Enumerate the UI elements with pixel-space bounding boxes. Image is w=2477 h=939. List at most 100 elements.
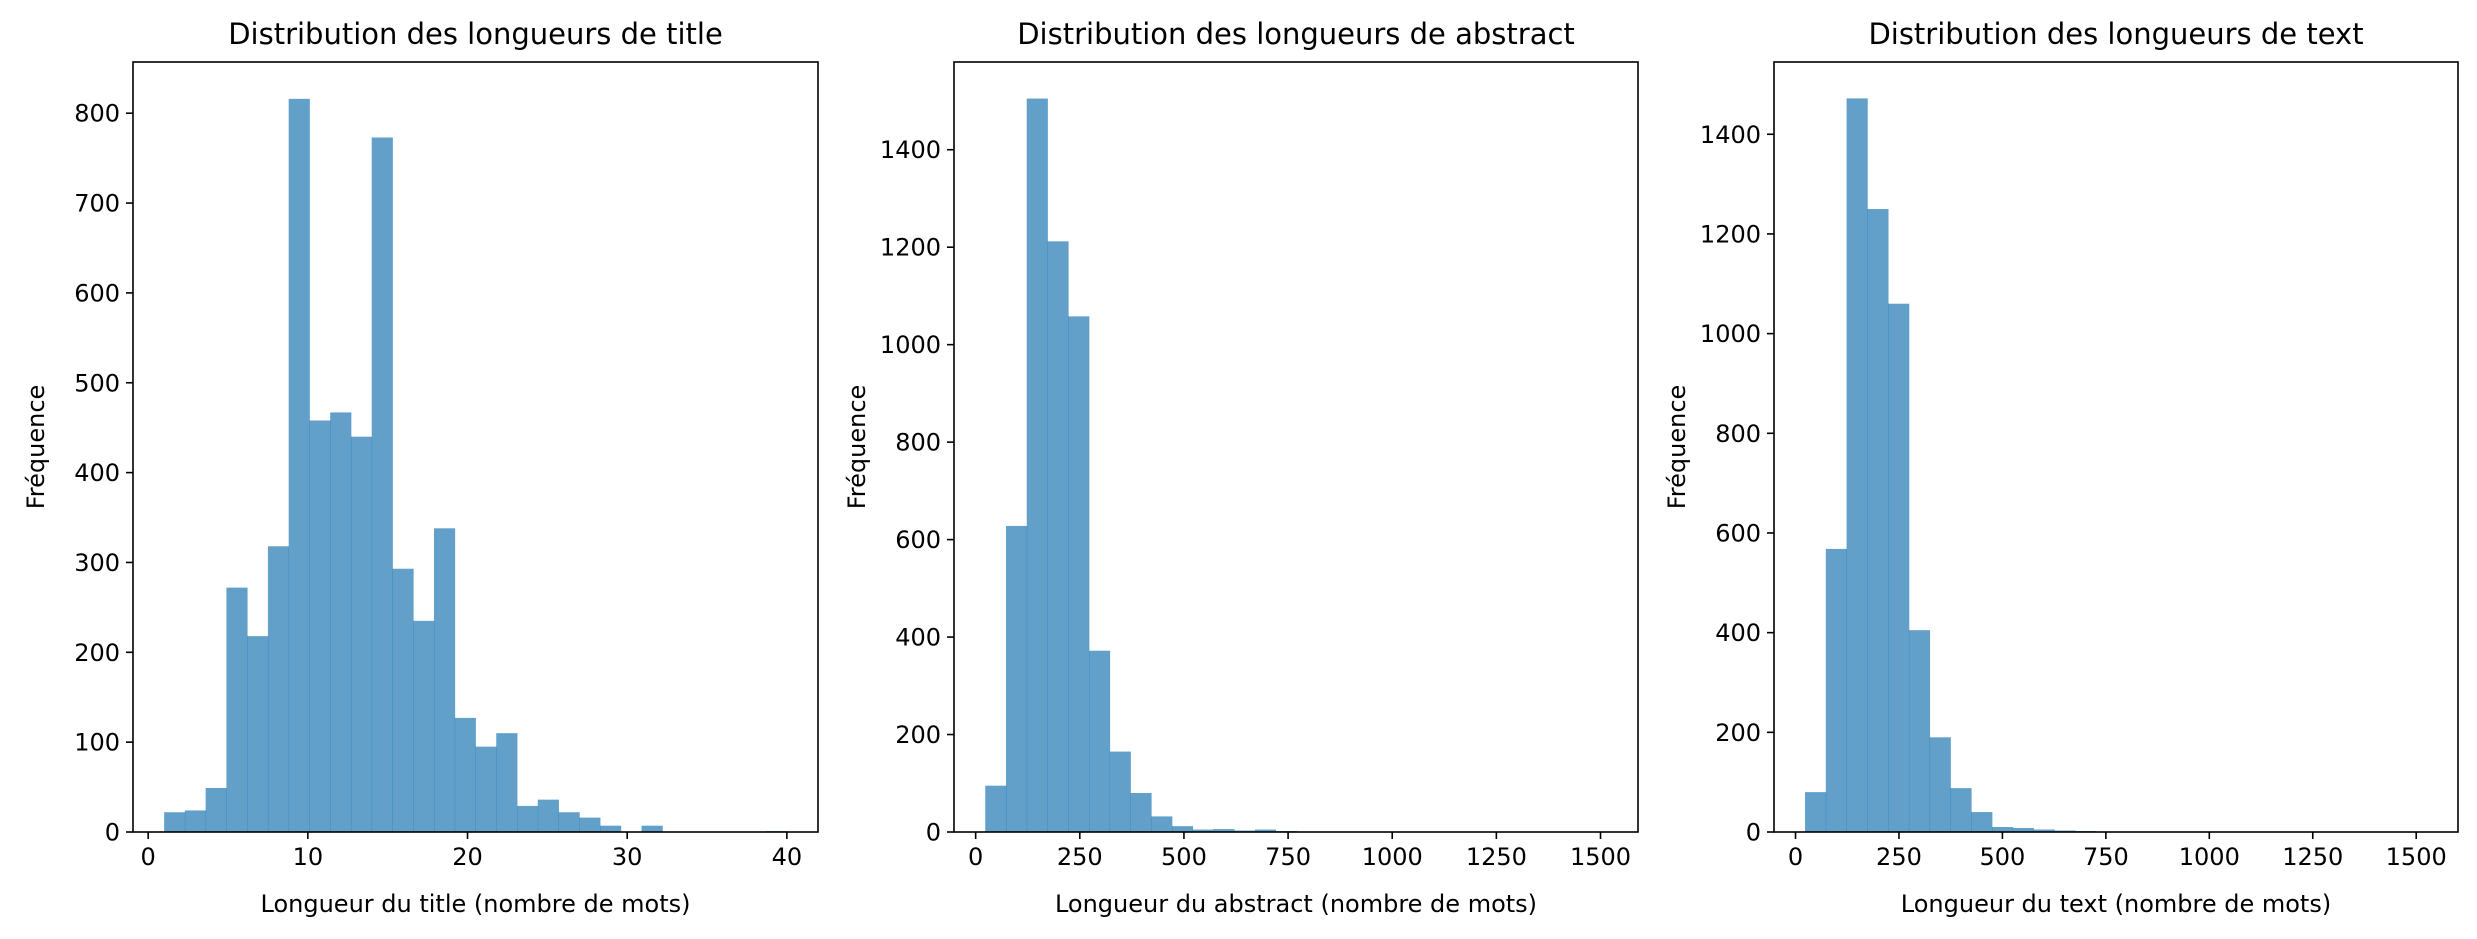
x-tick-label: 10 xyxy=(293,843,324,871)
histogram-bar xyxy=(330,412,352,832)
histogram-bar xyxy=(2033,829,2055,832)
chart-title: Distribution des longueurs de title xyxy=(228,17,723,51)
x-tick-label: 1250 xyxy=(1466,843,1527,871)
y-axis-label: Fréquence xyxy=(22,385,50,510)
y-tick-label: 600 xyxy=(895,526,941,554)
x-tick-label: 500 xyxy=(1980,843,2026,871)
histogram-bar xyxy=(164,812,186,832)
histogram-bar xyxy=(1991,827,2014,832)
y-tick-label: 0 xyxy=(926,819,941,847)
y-tick-label: 1000 xyxy=(880,331,941,359)
histogram-bar xyxy=(1130,793,1152,832)
histogram-bar xyxy=(517,805,539,832)
histogram-bar xyxy=(558,812,580,832)
y-tick-label: 600 xyxy=(1715,519,1761,547)
x-tick-label: 500 xyxy=(1161,843,1207,871)
x-axis-label: Longueur du text (nombre de mots) xyxy=(1901,890,2331,918)
histogram-bar xyxy=(1971,812,1993,832)
x-tick-label: 250 xyxy=(1876,843,1922,871)
histogram-bar xyxy=(288,98,310,833)
histogram-bar xyxy=(205,787,227,832)
histogram-bar xyxy=(600,825,622,832)
histogram-bar xyxy=(309,420,331,832)
histogram-bar xyxy=(413,620,435,832)
histogram-panel-1: 0 10 20 30 400100200300400500600700800Distri… xyxy=(22,17,819,918)
x-tick-label: 1250 xyxy=(2282,843,2343,871)
x-tick-label: 0 xyxy=(968,843,983,871)
histogram-bar xyxy=(496,733,518,832)
y-tick-label: 1200 xyxy=(1700,220,1761,248)
y-tick-label: 0 xyxy=(1746,819,1761,847)
y-tick-label: 800 xyxy=(74,100,120,128)
histogram-bar xyxy=(579,817,601,832)
chart-title: Distribution des longueurs de text xyxy=(1868,17,2363,51)
histogram-bar xyxy=(985,785,1007,832)
y-tick-label: 400 xyxy=(74,459,120,487)
histogram-bar xyxy=(537,799,559,832)
y-tick-label: 1400 xyxy=(1700,121,1761,149)
histogram-bar xyxy=(1171,826,1194,832)
histogram-bar xyxy=(1908,630,1931,832)
axes-frame xyxy=(132,61,819,833)
x-tick-label: 1000 xyxy=(2179,843,2240,871)
histogram-bar xyxy=(1950,788,1972,832)
histogram-bar xyxy=(1109,751,1131,832)
histogram-panel-2: 0 250 500 750 1000 1250 1500 0 200 400 600 800 1000 1… xyxy=(843,17,1639,918)
histogram-bar xyxy=(1254,829,1277,832)
histogram-bar xyxy=(1929,737,1951,832)
histogram-bar xyxy=(267,546,290,832)
x-tick-label: 250 xyxy=(1057,843,1103,871)
histogram-bar xyxy=(1192,829,1214,832)
histogram-bar xyxy=(247,636,269,832)
x-tick-label: 1500 xyxy=(1570,843,1631,871)
histogram-bar xyxy=(392,568,414,832)
x-axis-label: Longueur du title (nombre de mots) xyxy=(261,890,691,918)
x-tick-label: 750 xyxy=(2083,843,2129,871)
chart-title: Distribution des longueurs de abstract xyxy=(1017,17,1575,51)
y-tick-label: 200 xyxy=(895,721,941,749)
y-tick-label: 800 xyxy=(895,429,941,457)
y-axis-label: Fréquence xyxy=(843,385,871,510)
x-tick-label: 750 xyxy=(1265,843,1311,871)
x-tick-label: 30 xyxy=(612,843,643,871)
x-tick-label: 20 xyxy=(452,843,483,871)
y-tick-label: 800 xyxy=(1715,420,1761,448)
histogram-bar xyxy=(2012,828,2034,832)
histogram-bar xyxy=(371,137,393,833)
x-tick-label: 1000 xyxy=(1362,843,1423,871)
histogram-bar xyxy=(1867,209,1889,832)
y-tick-label: 200 xyxy=(74,639,120,667)
histogram-bar xyxy=(433,528,456,832)
histogram-bar xyxy=(641,825,663,832)
y-tick-label: 200 xyxy=(1715,719,1761,747)
y-tick-label: 100 xyxy=(74,729,120,757)
histogram-bar xyxy=(1026,98,1048,833)
x-tick-label: 1500 xyxy=(2386,843,2447,871)
histogram-bar xyxy=(1888,303,1910,833)
histogram-bar xyxy=(1846,98,1868,832)
y-tick-label: 500 xyxy=(74,369,120,397)
histogram-bar xyxy=(1805,792,1827,832)
histogram-bar xyxy=(1088,650,1111,832)
axes-frame xyxy=(953,61,1639,833)
histogram-bar xyxy=(1151,816,1173,832)
histogram-panel-3: 0 250 500 750 1000 1250 1500 0 200 400 600 800 1000 1… xyxy=(1663,17,2459,918)
y-tick-label: 400 xyxy=(895,624,941,652)
x-axis-label: Longueur du abstract (nombre de mots) xyxy=(1055,890,1537,918)
histogram-bar xyxy=(1213,829,1235,832)
x-tick-label: 0 xyxy=(141,843,156,871)
histogram-bar xyxy=(1005,525,1028,832)
y-tick-label: 0 xyxy=(105,819,120,847)
y-tick-label: 700 xyxy=(74,190,120,218)
y-tick-label: 1000 xyxy=(1700,320,1761,348)
y-tick-label: 1400 xyxy=(880,136,941,164)
y-tick-label: 1200 xyxy=(880,234,941,262)
histogram-bar xyxy=(454,717,476,832)
x-tick-label: 0 xyxy=(1788,843,1803,871)
histogram-bar xyxy=(475,746,497,832)
histogram-bar xyxy=(1047,241,1069,833)
histogram-bar xyxy=(350,436,373,832)
y-tick-label: 300 xyxy=(74,549,120,577)
histogram-bar xyxy=(1825,548,1847,832)
axes-frame xyxy=(1773,61,2459,833)
